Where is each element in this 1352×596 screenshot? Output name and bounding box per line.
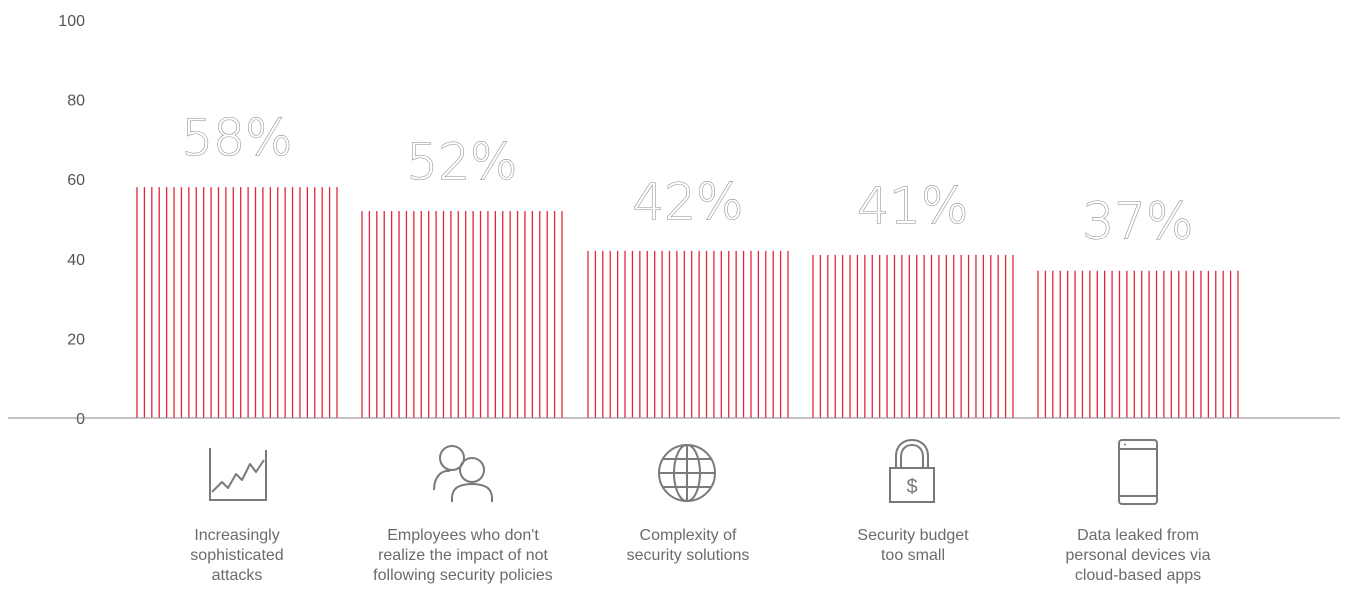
dollar-sign-icon: $ — [906, 476, 917, 498]
value-label-2: 52% — [406, 133, 517, 191]
stock-chart-icon — [209, 448, 267, 501]
y-tick-label-0: 0 — [76, 411, 85, 428]
category-label-budget: Security budget too small — [857, 527, 969, 564]
people-icon — [433, 445, 493, 502]
category-label-complexity: Complexity of security solutions — [626, 527, 750, 564]
value-label-4: 41% — [857, 177, 968, 235]
value-label-5: 37% — [1082, 193, 1193, 251]
globe-icon — [658, 444, 716, 502]
y-tick-label-100: 100 — [58, 13, 85, 30]
y-tick-label-20: 20 — [67, 331, 85, 348]
value-label-3: 42% — [632, 173, 743, 231]
bar-5 — [1037, 270, 1239, 418]
y-tick-label-80: 80 — [67, 93, 85, 110]
padlock-dollar-icon: $ — [889, 438, 935, 503]
value-label-1: 58% — [181, 109, 292, 167]
bar-2 — [361, 211, 563, 418]
y-tick-label-40: 40 — [67, 252, 85, 269]
category-label-data-leaked: Data leaked from personal devices via cl… — [1065, 527, 1211, 584]
bar-3 — [587, 250, 789, 418]
category-label-employees-policies: Employees who don't realize the impact o… — [373, 527, 553, 584]
y-tick-label-60: 60 — [67, 172, 85, 189]
smartphone-icon — [1118, 439, 1158, 505]
category-label-sophisticated-attacks: Increasingly sophisticated attacks — [190, 527, 284, 584]
bar-4 — [812, 254, 1014, 418]
bar-1 — [136, 187, 338, 418]
